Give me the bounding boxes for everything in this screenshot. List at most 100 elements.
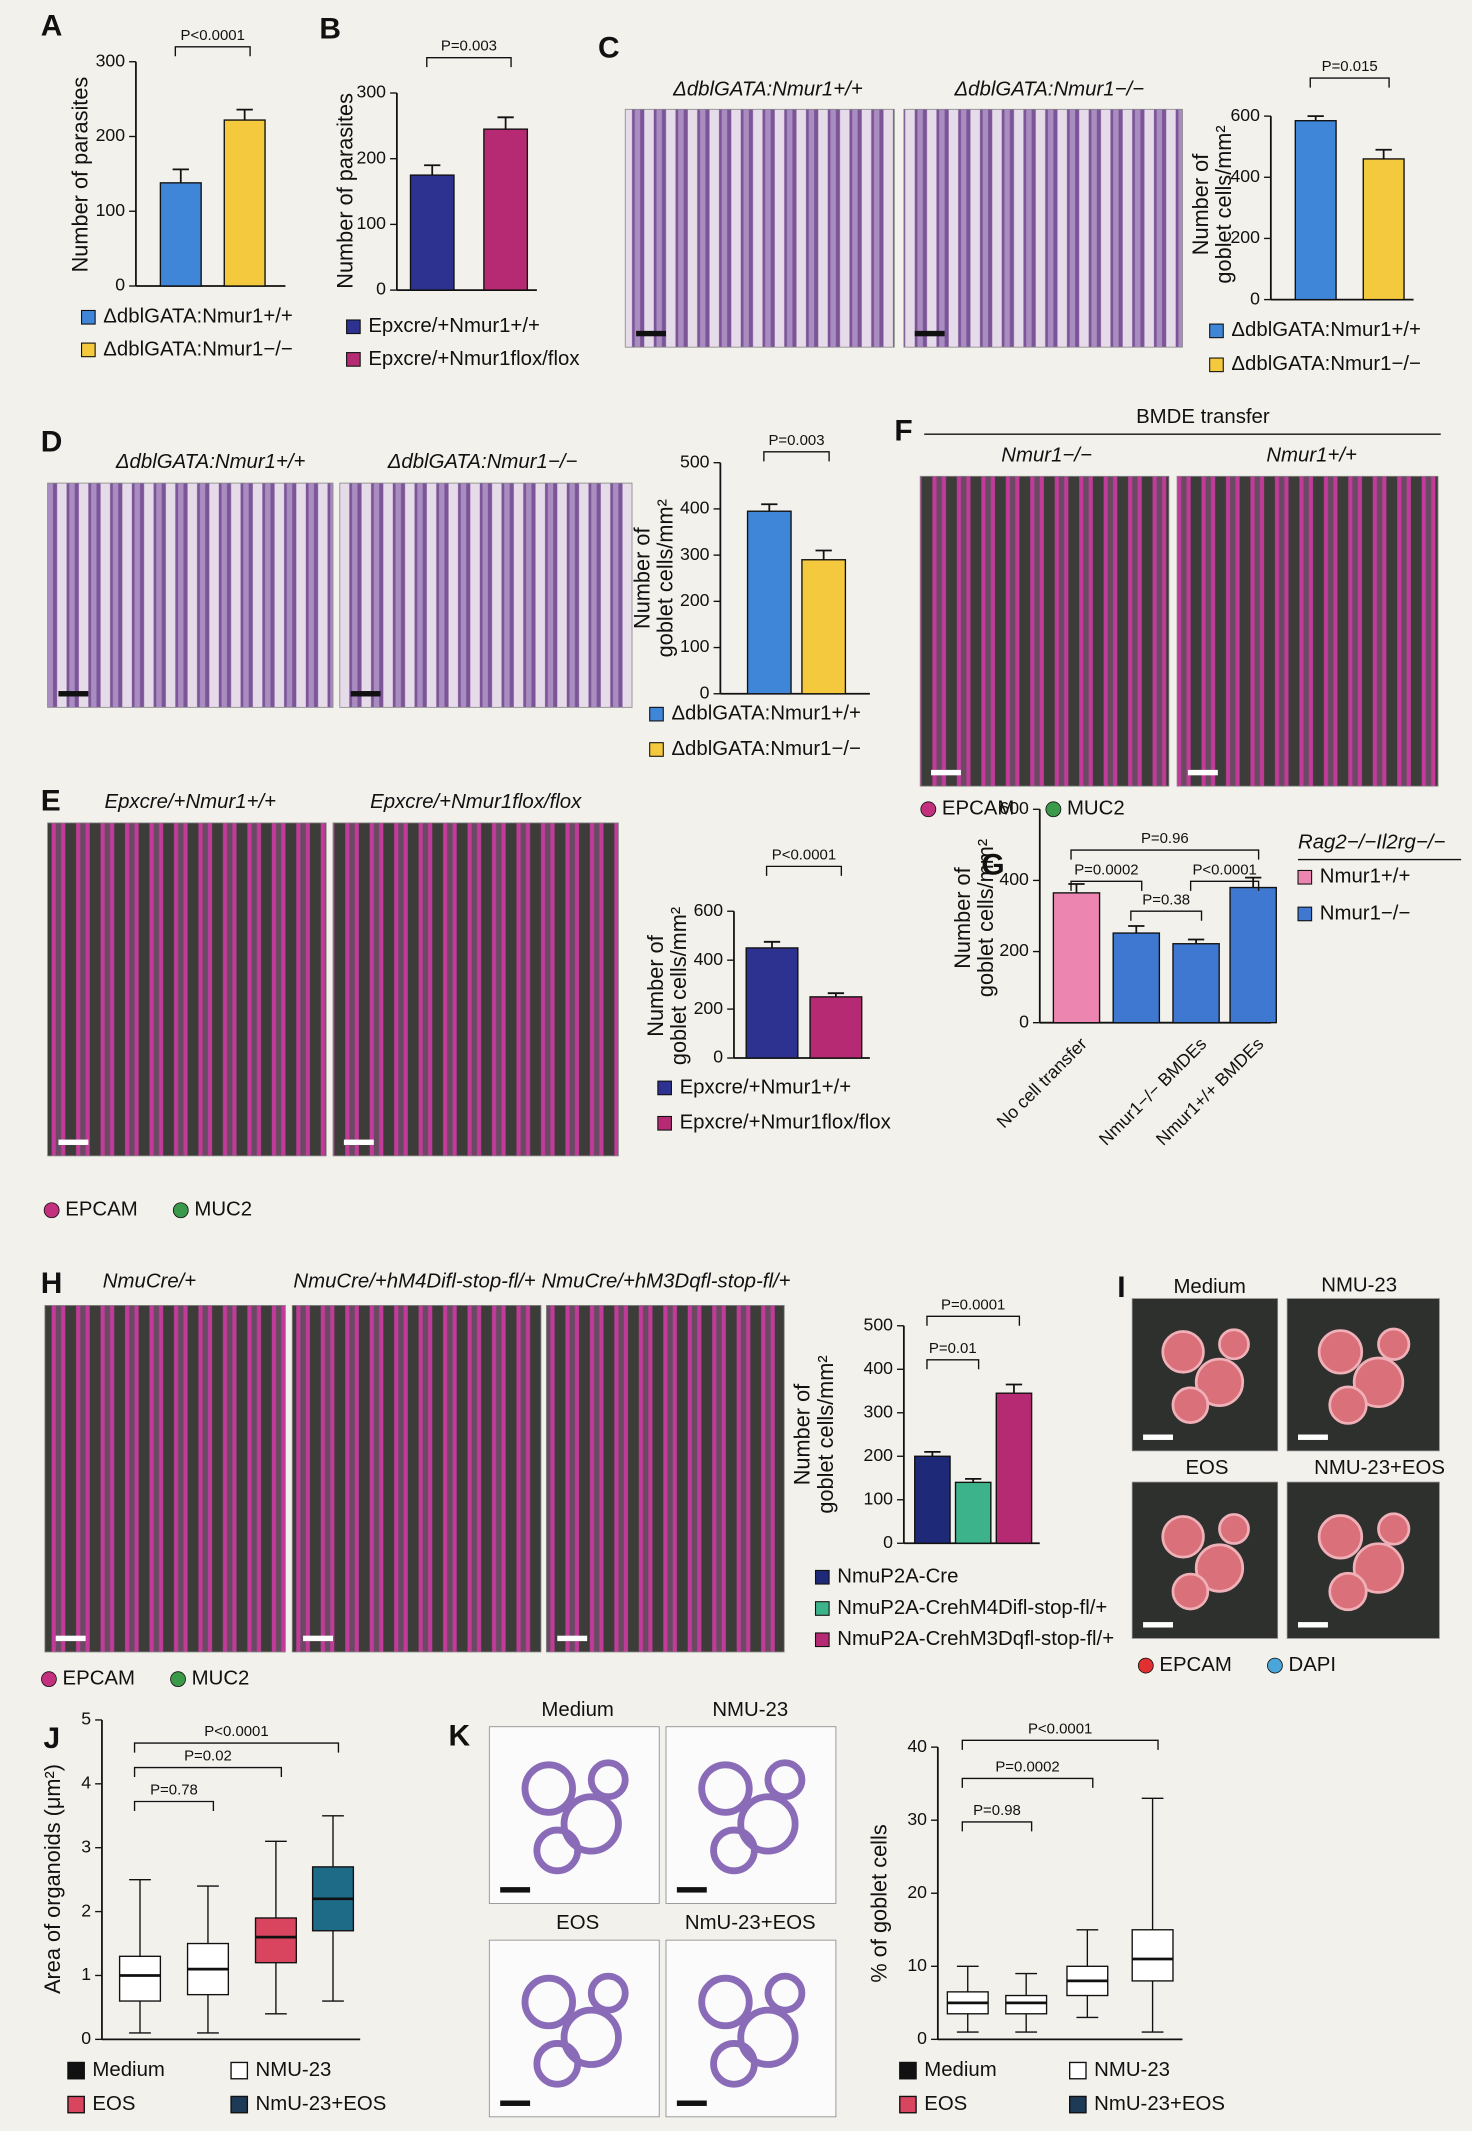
p-value: P=0.003 (441, 38, 497, 55)
micrograph (903, 108, 1183, 348)
y-tick-label: 400 (694, 949, 724, 969)
legend-swatch (230, 2061, 249, 2080)
y-tick-label: 200 (96, 125, 126, 145)
image-title: NMU-23+EOS (1314, 1457, 1445, 1479)
significance-bracket (133, 1766, 283, 1778)
legend-dot (43, 1202, 60, 1219)
organoid (698, 1761, 753, 1816)
bar (1052, 892, 1101, 1024)
p-value: P=0.0002 (1074, 861, 1138, 878)
significance-bracket (1070, 849, 1260, 860)
legend-swatch (814, 1569, 830, 1585)
micrograph (488, 1939, 660, 2118)
scale-bar (557, 1635, 588, 1642)
y-tick-label: 200 (864, 1445, 894, 1465)
p-value: P<0.0001 (1192, 861, 1256, 878)
panel-letter: D (41, 426, 63, 459)
legend-label: ΔdblGATA:Nmur1−/− (1231, 353, 1421, 375)
scale-bar (500, 1887, 531, 1893)
image-title: NmuCre/+hM3Dqfl-stop-fl/+ (541, 1271, 790, 1293)
bar (409, 174, 455, 291)
y-axis-label: Number of (629, 527, 654, 629)
legend-label: NmuP2A-CrehM3Dqfl-stop-fl/+ (837, 1628, 1114, 1650)
y-tick-label: 4 (81, 1773, 91, 1793)
y-tick-label: 600 (1230, 105, 1260, 125)
error-bar (761, 503, 778, 512)
legend-swatch (814, 1601, 830, 1616)
error-bar (827, 992, 845, 997)
legend-swatch (1297, 869, 1313, 885)
y-tick-label: 500 (864, 1314, 894, 1334)
legend-dot (172, 1202, 189, 1219)
significance-bracket (1130, 910, 1203, 921)
y-axis-label: goblet cells/mm² (1211, 125, 1236, 283)
micrograph (44, 1304, 286, 1653)
y-axis-label: Number of parasites (67, 77, 92, 273)
significance-bracket (961, 1821, 1033, 1832)
legend-label: Medium (924, 2059, 996, 2081)
image-title: NmuCre/+hM4Difl-stop-fl/+ (293, 1271, 535, 1293)
whisker (1141, 1797, 1164, 2033)
legend-label: NmuP2A-Cre (837, 1566, 958, 1588)
legend-swatch (81, 309, 96, 325)
bar (746, 510, 792, 695)
bar (954, 1481, 992, 1544)
bar (1294, 120, 1337, 301)
image-title: ΔdblGATA:Nmur1+/+ (115, 451, 306, 473)
organoid (1218, 1328, 1250, 1361)
y-axis-label: Number of (790, 1383, 815, 1485)
error-bar (1187, 938, 1205, 944)
image-title: Medium (1173, 1276, 1245, 1298)
legend-swatch (657, 1115, 672, 1131)
error-bar (236, 108, 253, 121)
p-value: P=0.015 (1322, 58, 1378, 75)
significance-bracket (926, 1359, 980, 1370)
organoid (737, 2006, 799, 2068)
scale-bar (1143, 1622, 1173, 1628)
scale-bar (676, 1887, 707, 1893)
y-tick-label: 2 (81, 1900, 91, 1920)
legend-label: EOS (924, 2093, 967, 2115)
scale-bar (1187, 769, 1218, 776)
organoid (521, 1974, 576, 2030)
significance-bracket (765, 865, 843, 876)
y-tick-label: 0 (376, 279, 386, 299)
legend-label: ΔdblGATA:Nmur1+/+ (671, 703, 861, 725)
legend-label: Epxcre/+Nmur1flox/flox (680, 1112, 891, 1134)
error-bar (1375, 148, 1392, 159)
y-tick-label: 400 (999, 869, 1029, 889)
organoid (1377, 1512, 1411, 1546)
y-tick-label: 600 (694, 900, 724, 920)
p-value: P<0.0001 (772, 846, 836, 863)
p-value: P=0.0001 (941, 1296, 1005, 1313)
legend-dot (170, 1671, 186, 1688)
legend-label: EOS (92, 2093, 135, 2115)
significance-bracket (1309, 77, 1390, 88)
error-bar (1128, 925, 1145, 934)
legend-label: NmuP2A-CrehM4Difl-stop-fl/+ (837, 1597, 1107, 1619)
legend-label: MUC2 (192, 1668, 250, 1690)
error-bar (172, 168, 189, 183)
error-bar (424, 164, 441, 176)
legend-swatch (1209, 323, 1224, 339)
p-value: P=0.78 (150, 1782, 198, 1799)
p-value: P=0.02 (184, 1748, 232, 1765)
micrograph (291, 1304, 542, 1653)
legend-label: MUC2 (1067, 798, 1125, 820)
y-tick-label: 300 (357, 82, 387, 102)
box (1005, 1994, 1048, 2015)
organoid (1328, 1571, 1368, 1612)
panel-heading: BMDE transfer (1136, 406, 1270, 428)
image-title: NMU-23 (712, 1699, 788, 1721)
scale-bar (676, 2100, 707, 2106)
error-bar (1005, 1383, 1023, 1394)
bar (1172, 943, 1220, 1024)
legend-swatch (1297, 906, 1313, 922)
y-tick-label: 0 (1019, 1011, 1029, 1031)
legend-label: DAPI (1289, 1654, 1337, 1676)
organoid (737, 1793, 799, 1855)
legend-dot (920, 801, 937, 818)
scale-bar (303, 1635, 334, 1642)
legend-swatch (67, 2095, 85, 2114)
